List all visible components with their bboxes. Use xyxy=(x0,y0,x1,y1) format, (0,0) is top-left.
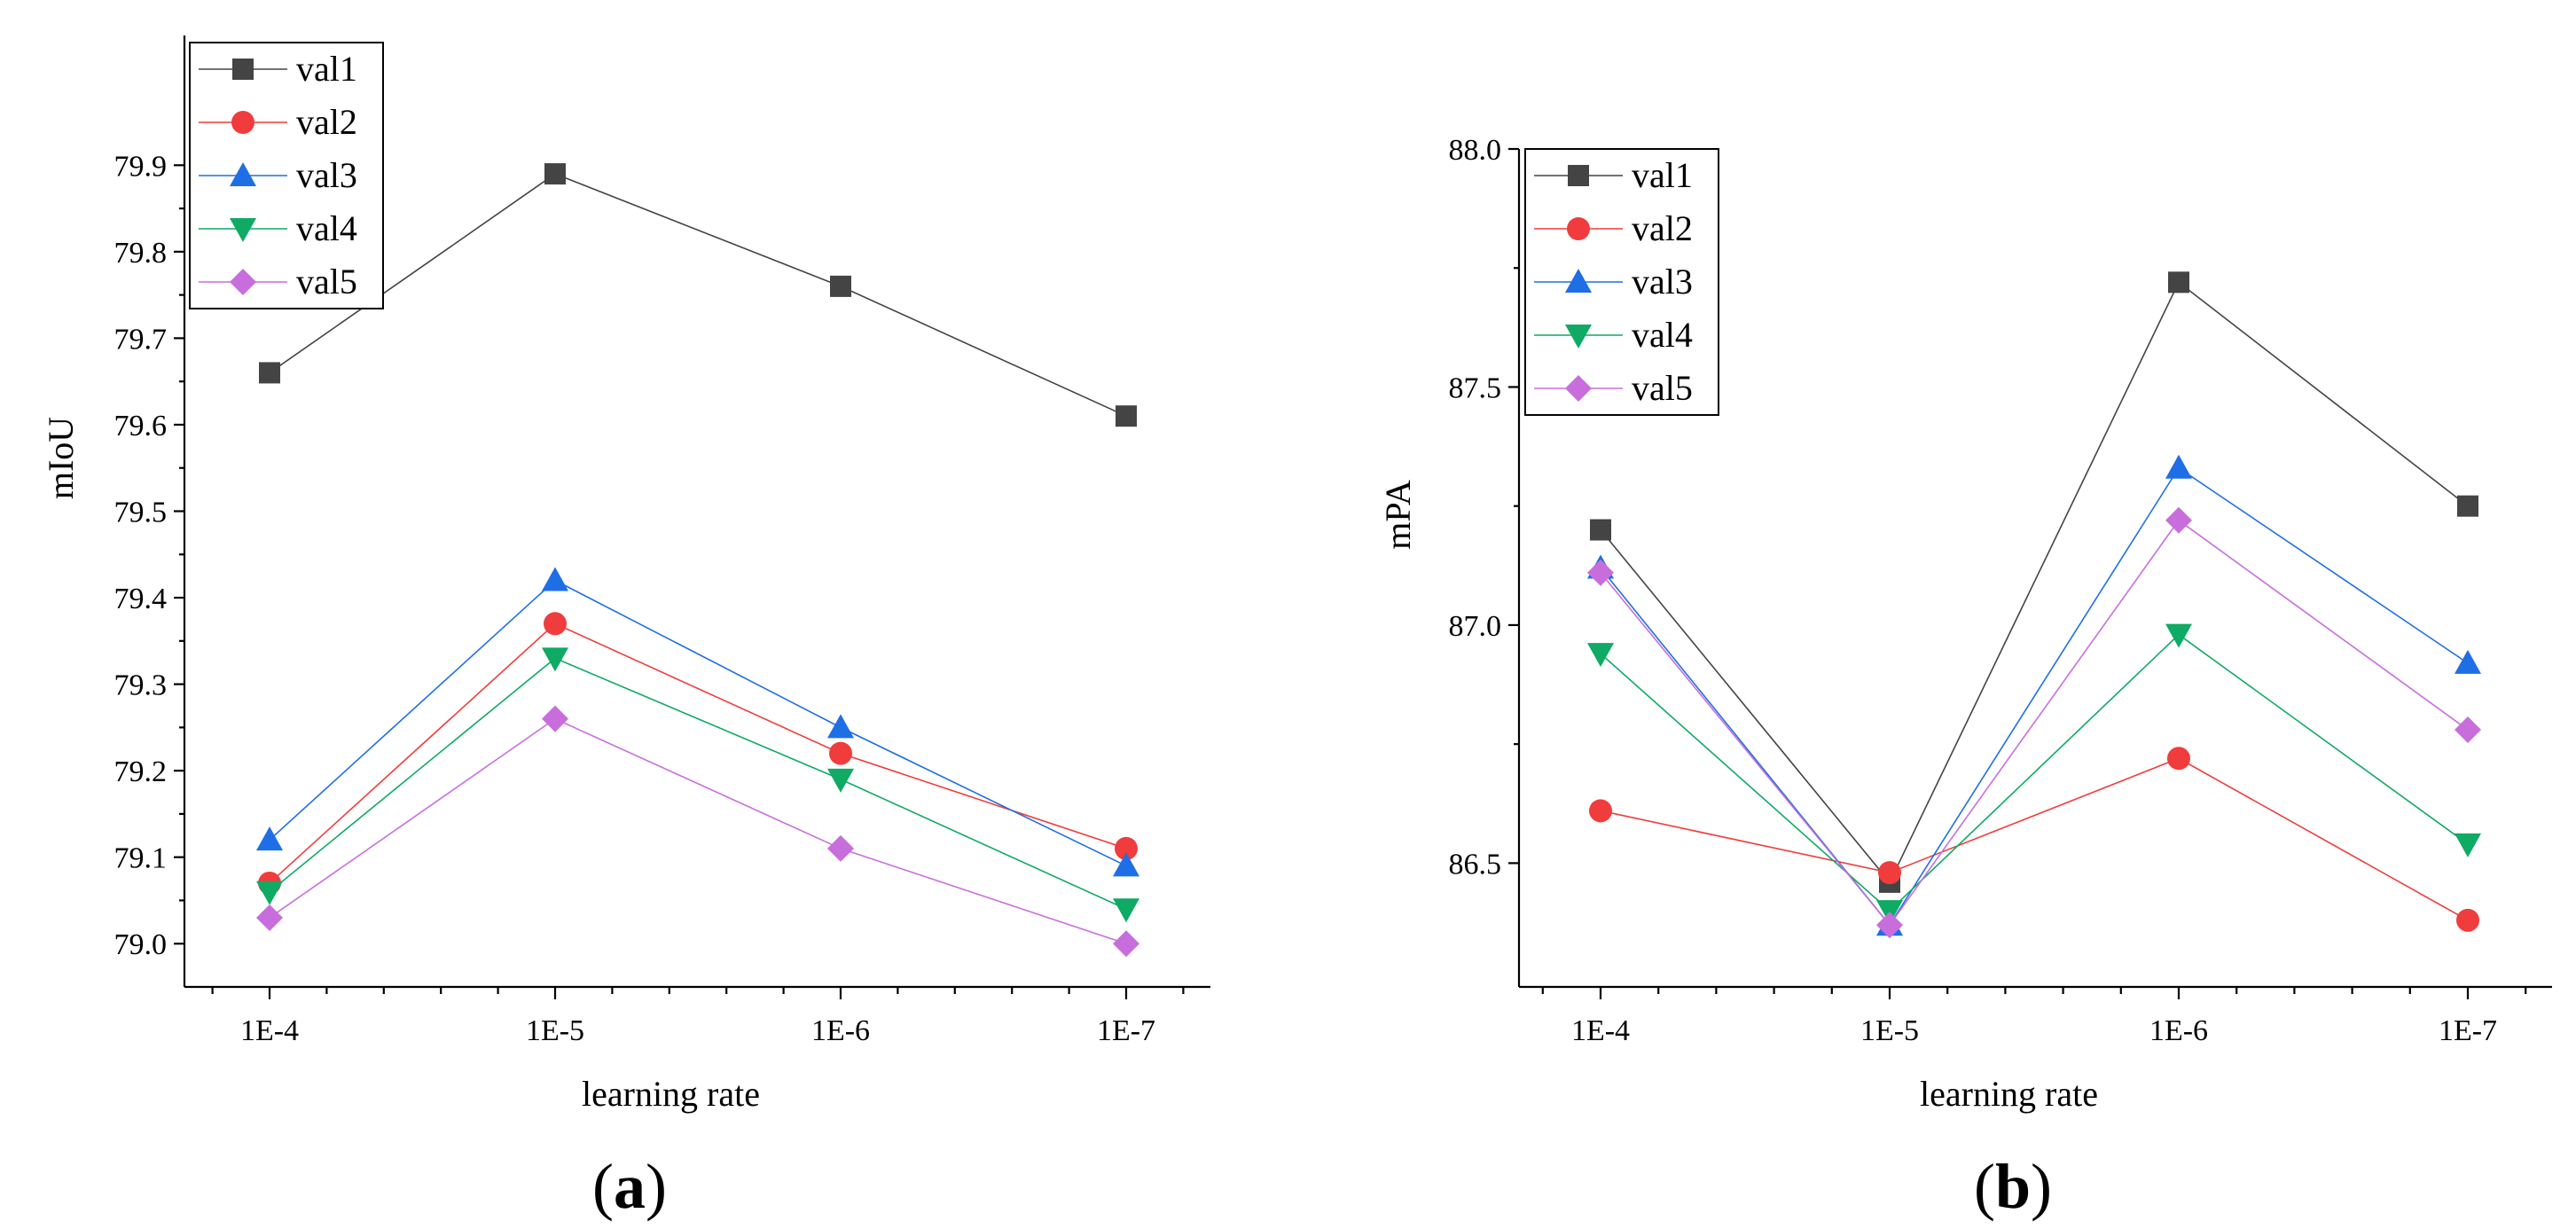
x-tick-label: 1E-5 xyxy=(526,1014,584,1047)
legend-label-val5: val5 xyxy=(1632,368,1693,408)
chart-panel-b: 86.5 87.0 87.5 88.0 1E-4 1E-5 1E-6 1E-7 learning… xyxy=(1378,134,2552,1222)
y-tick-label: 79.8 xyxy=(114,237,168,270)
data-point-val1 xyxy=(1590,519,1611,541)
chart-panel-a: 79.0 79.1 79.2 79.3 79.4 79.5 79.6 79.7 79.8 79.9… xyxy=(41,35,1210,1222)
series-line-val3 xyxy=(269,579,1127,867)
series-line-val2 xyxy=(1600,757,2469,921)
legend-label-val4: val4 xyxy=(1632,315,1693,355)
legend: val1 val2 val3 val4 val5 xyxy=(1524,148,1719,416)
legend-label-val2: val2 xyxy=(296,102,357,142)
y-tick-label: 79.9 xyxy=(114,150,168,183)
x-tick-label: 1E-7 xyxy=(1097,1014,1155,1047)
data-point-val5 xyxy=(256,904,283,931)
series-line-val3 xyxy=(1600,466,2469,927)
data-point-val3 xyxy=(256,826,283,851)
data-point-val3 xyxy=(1113,852,1139,877)
data-point-val1 xyxy=(830,275,851,297)
x-tick-label: 1E-5 xyxy=(1860,1014,1919,1047)
series-line-val5 xyxy=(269,717,1127,944)
data-point-val4 xyxy=(2455,833,2481,857)
data-point-val4 xyxy=(256,881,283,905)
data-point-val5 xyxy=(542,705,568,732)
data-point-val1 xyxy=(2168,271,2189,294)
data-point-val3 xyxy=(2165,454,2192,479)
data-point-val1 xyxy=(544,163,566,185)
y-tick-label: 79.6 xyxy=(114,410,168,442)
x-tick-label: 1E-4 xyxy=(240,1014,299,1047)
data-point-val2 xyxy=(829,741,852,765)
data-point-val5 xyxy=(1876,912,1903,939)
y-tick-label: 86.5 xyxy=(1449,848,1502,881)
y-tick-label: 79.4 xyxy=(114,583,168,615)
data-point-val5 xyxy=(2455,716,2481,744)
series-line-val5 xyxy=(1600,519,2469,927)
legend-marker-val4 xyxy=(230,218,256,242)
legend-label-val3: val3 xyxy=(1632,262,1693,301)
legend-marker-val2 xyxy=(231,111,254,134)
data-point-val5 xyxy=(1113,930,1139,958)
x-tick-label: 1E-6 xyxy=(2149,1014,2208,1047)
series-line-val1 xyxy=(1600,281,2469,884)
y-tick-label: 79.0 xyxy=(114,928,168,961)
data-point-val2 xyxy=(1589,799,1612,823)
series-line-val4 xyxy=(269,657,1127,910)
y-tick-label: 79.1 xyxy=(114,842,168,875)
x-axis-title: learning rate xyxy=(582,1074,760,1114)
data-point-val2 xyxy=(2456,908,2479,932)
x-tick-label: 1E-7 xyxy=(2439,1014,2497,1047)
legend-label-val2: val2 xyxy=(1632,208,1693,248)
data-point-val5 xyxy=(827,834,854,862)
series-line-val4 xyxy=(1600,633,2469,912)
data-point-val4 xyxy=(827,768,854,793)
y-tick-label: 79.3 xyxy=(114,669,168,702)
panel-label: (b) xyxy=(1974,1151,2052,1222)
data-point-val3 xyxy=(2455,649,2481,674)
x-axis-title: learning rate xyxy=(1920,1074,2098,1114)
y-tick-label: 79.5 xyxy=(114,497,168,529)
y-axis-title: mPA xyxy=(1378,480,1418,550)
legend-marker-val5 xyxy=(1565,375,1592,402)
y-tick-label: 79.7 xyxy=(114,323,168,356)
series-line-val2 xyxy=(269,622,1127,884)
legend: val1 val2 val3 val4 val5 xyxy=(189,42,384,309)
y-axis-title: mIoU xyxy=(41,417,81,499)
data-point-val2 xyxy=(2167,747,2190,771)
legend-marker-val5 xyxy=(230,269,256,295)
data-point-val4 xyxy=(1113,898,1139,923)
data-point-val1 xyxy=(2457,495,2478,517)
legend-label-val4: val4 xyxy=(296,208,357,248)
legend-label-val5: val5 xyxy=(296,262,357,301)
data-point-val3 xyxy=(827,714,854,739)
data-point-val1 xyxy=(1116,405,1137,427)
legend-marker-val1 xyxy=(1568,165,1589,186)
legend-marker-val3 xyxy=(1565,269,1592,293)
legend-label-val1: val1 xyxy=(1632,155,1693,195)
data-point-val4 xyxy=(2165,623,2192,648)
series-line-val1 xyxy=(269,173,1127,417)
y-tick-label: 87.5 xyxy=(1449,372,1502,404)
legend-label-val1: val1 xyxy=(296,49,357,89)
y-tick-label: 79.2 xyxy=(114,755,168,788)
data-point-val5 xyxy=(2165,506,2192,534)
legend-label-val3: val3 xyxy=(296,155,357,195)
legend-marker-val3 xyxy=(230,162,256,186)
legend-marker-val1 xyxy=(232,59,254,80)
data-point-val2 xyxy=(1878,861,1901,885)
data-point-val3 xyxy=(542,567,568,591)
data-point-val1 xyxy=(259,362,280,384)
x-tick-label: 1E-4 xyxy=(1571,1014,1630,1047)
data-point-val4 xyxy=(1587,643,1614,668)
x-tick-label: 1E-6 xyxy=(811,1014,870,1047)
legend-marker-val4 xyxy=(1565,325,1592,348)
panel-label: (a) xyxy=(592,1151,667,1222)
data-point-val2 xyxy=(544,612,567,636)
y-tick-label: 88.0 xyxy=(1449,134,1502,167)
legend-marker-val2 xyxy=(1567,217,1590,240)
data-point-val5 xyxy=(1587,559,1614,586)
data-point-val4 xyxy=(542,647,568,672)
data-point-val2 xyxy=(1115,836,1138,860)
y-tick-label: 87.0 xyxy=(1449,610,1502,643)
